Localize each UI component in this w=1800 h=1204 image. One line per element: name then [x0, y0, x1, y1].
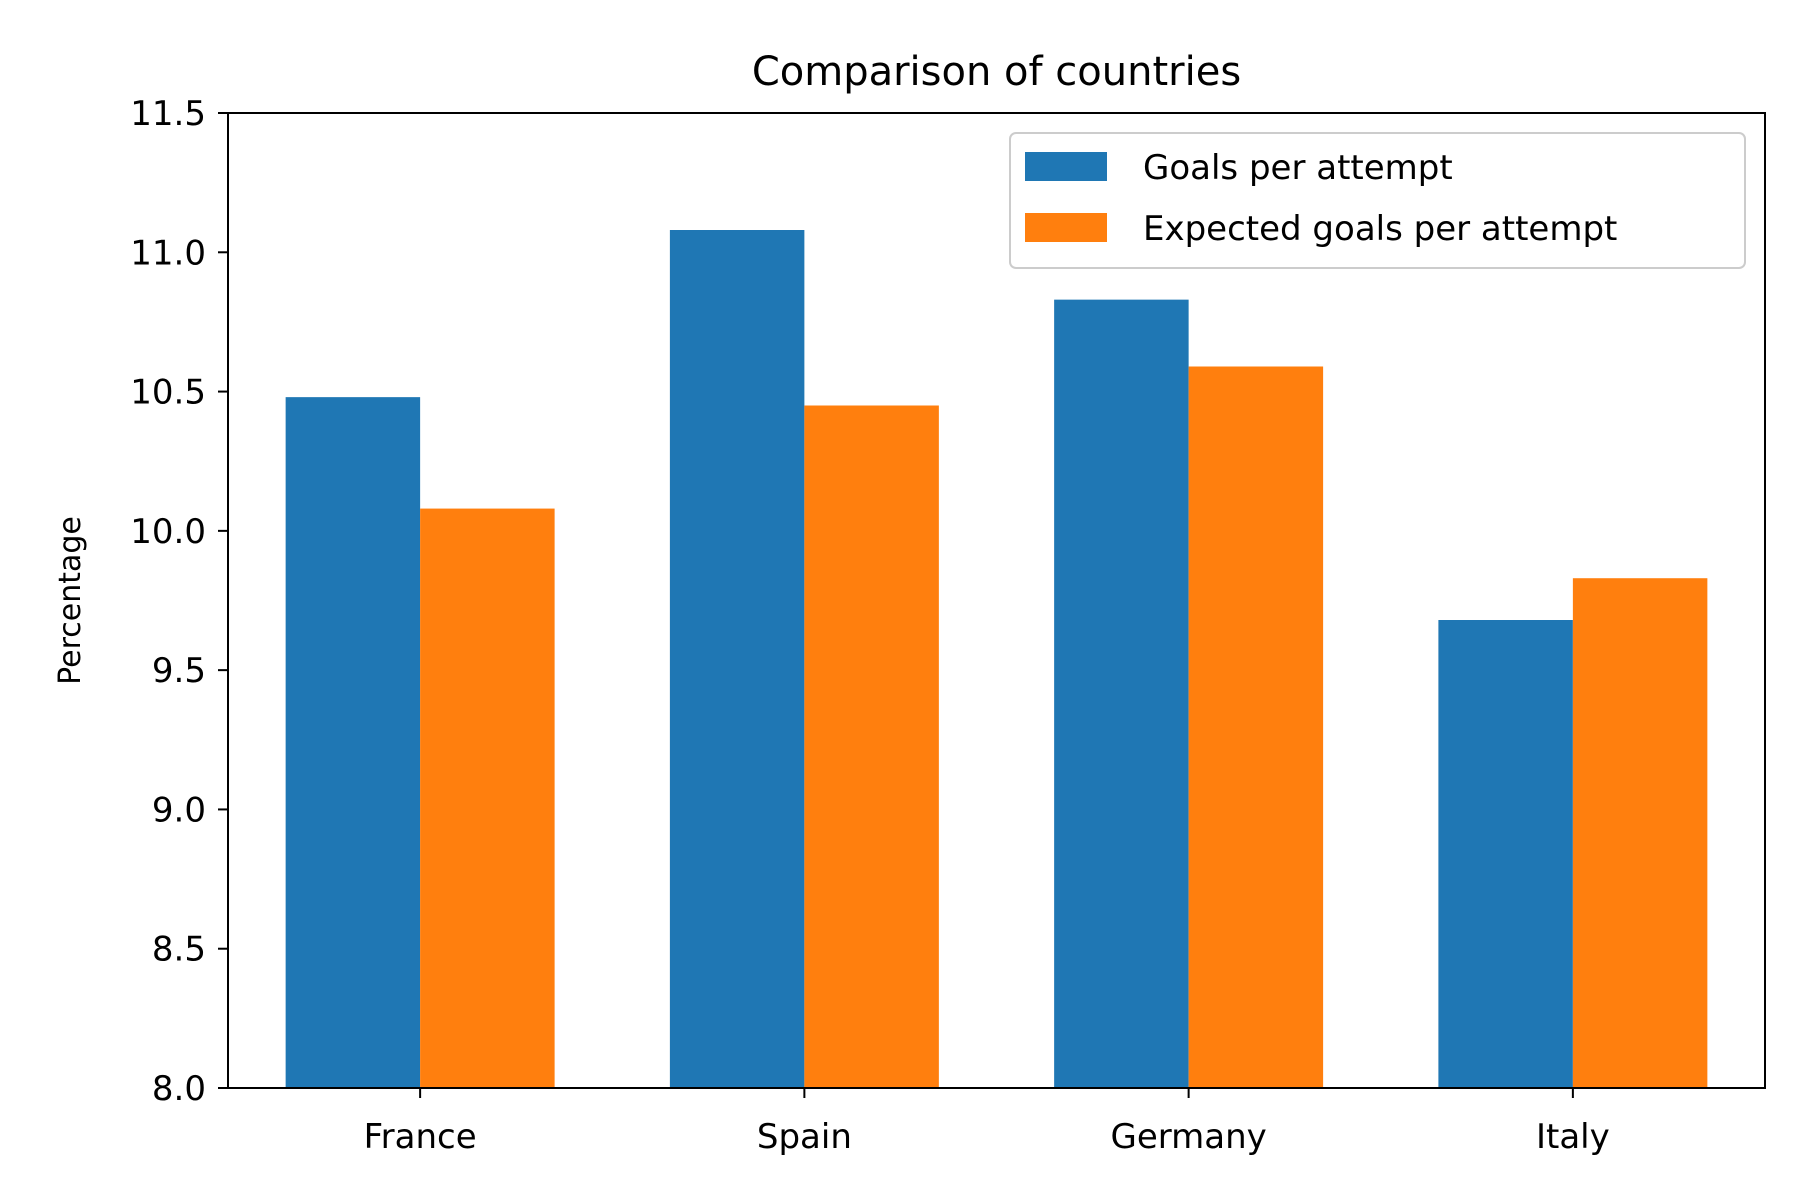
y-tick-label: 10.5 — [130, 373, 206, 413]
x-axis: France Spain Germany Italy — [364, 1088, 1610, 1157]
bar-germany-series-2 — [1188, 366, 1324, 1088]
x-tick-label: France — [364, 1117, 477, 1157]
y-axis-label: Percentage — [53, 516, 88, 685]
bar-italy-series-2 — [1572, 578, 1708, 1088]
y-tick-label: 10.0 — [130, 512, 206, 552]
legend-swatch — [1025, 152, 1107, 181]
y-tick-label: 11.0 — [130, 233, 206, 273]
legend-label: Goals per attempt — [1143, 148, 1453, 188]
bar-germany-series-1 — [1054, 299, 1189, 1089]
bar-italy-series-1 — [1438, 620, 1573, 1088]
x-tick-label: Italy — [1536, 1117, 1610, 1157]
x-tick-label: Spain — [757, 1117, 852, 1157]
y-tick-label: 11.5 — [130, 94, 206, 134]
legend-swatch — [1025, 213, 1107, 242]
plot-area — [285, 230, 1708, 1089]
y-tick-label: 8.5 — [152, 930, 206, 970]
bar-spain-series-1 — [669, 230, 805, 1088]
plot-frame — [227, 112, 1766, 1089]
legend: Goals per attempt Expected goals per atte… — [1009, 132, 1746, 269]
y-axis: 8.0 8.5 9.0 9.5 10.0 10.5 11.0 11.5 — [130, 94, 228, 1109]
y-tick-label: 8.0 — [152, 1069, 206, 1109]
bar-spain-series-2 — [804, 405, 939, 1088]
bar-france-series-2 — [420, 508, 555, 1089]
chart-title: Comparison of countries — [752, 49, 1241, 95]
bar-france-series-1 — [285, 397, 421, 1089]
legend-box — [1009, 132, 1746, 269]
y-tick-label: 9.5 — [152, 651, 206, 691]
x-tick-label: Germany — [1110, 1117, 1266, 1157]
y-tick-label: 9.0 — [152, 790, 206, 830]
legend-label: Expected goals per attempt — [1143, 209, 1617, 249]
